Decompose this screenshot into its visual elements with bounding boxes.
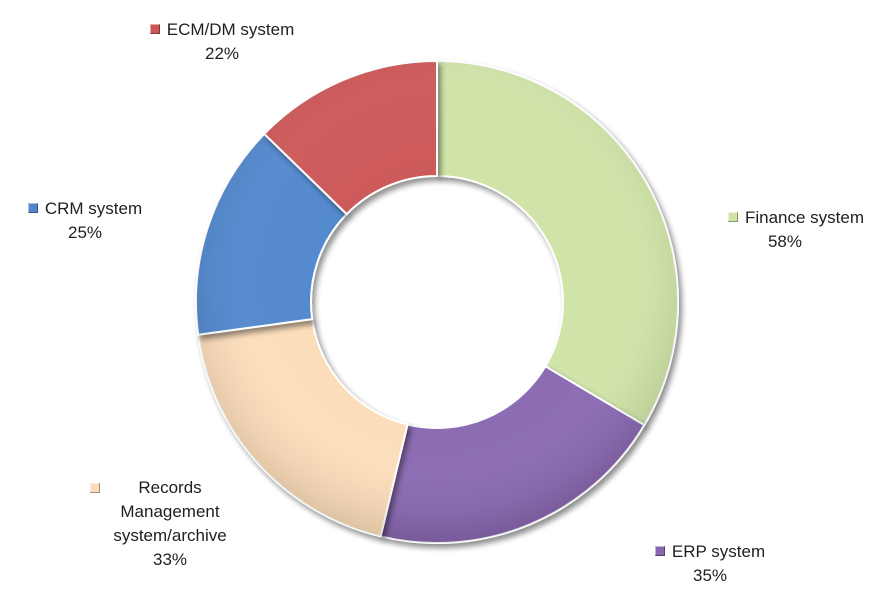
- legend-key-ecm-dm: [149, 24, 160, 34]
- label-records-management: Records Management system/archive 33%: [80, 476, 260, 572]
- legend-key-erp: [654, 546, 665, 556]
- label-crm-name: CRM system: [44, 199, 143, 218]
- label-erp: ERP system 35%: [625, 540, 795, 588]
- label-records-management-value: 33%: [152, 550, 188, 569]
- label-erp-value: 35%: [692, 566, 728, 585]
- legend-key-records-management: [90, 483, 100, 493]
- label-crm: CRM system 25%: [10, 197, 160, 245]
- label-ecm-dm-value: 22%: [204, 44, 240, 63]
- label-records-management-name: Records Management system/archive: [113, 478, 227, 545]
- label-finance: Finance system 58%: [694, 206, 864, 254]
- legend-key-crm: [27, 203, 38, 213]
- slice-finance: [436, 59, 679, 427]
- label-ecm-dm: ECM/DM system 22%: [132, 18, 312, 66]
- slices-group: [195, 59, 679, 544]
- label-erp-name: ERP system: [671, 542, 766, 561]
- legend-key-finance: [727, 212, 738, 222]
- label-ecm-dm-name: ECM/DM system: [166, 20, 295, 39]
- label-finance-name: Finance system: [744, 208, 864, 227]
- label-crm-value: 25%: [67, 223, 103, 242]
- label-finance-value: 58%: [767, 232, 802, 251]
